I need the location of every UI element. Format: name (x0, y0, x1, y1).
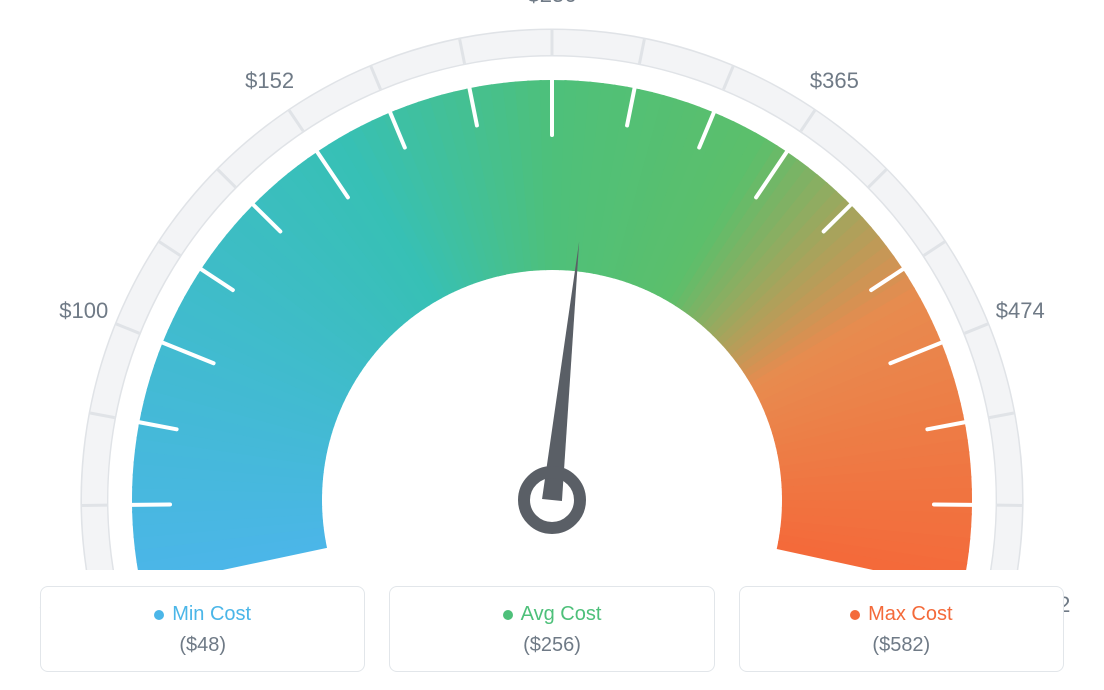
legend-label-line: Min Cost (59, 603, 346, 626)
gauge-tick-label: $152 (245, 68, 294, 94)
legend-value-max: ($582) (758, 634, 1045, 657)
legend-value-avg: ($256) (408, 634, 695, 657)
legend-dot-min (154, 610, 164, 620)
gauge-tick-label: $256 (528, 0, 577, 8)
legend-value-min: ($48) (59, 634, 346, 657)
gauge-area: $48$100$152$256$365$474$582 (0, 0, 1104, 570)
gauge-tick-label: $474 (996, 298, 1045, 324)
legend-label-min: Min Cost (172, 603, 251, 626)
gauge-chart: $48$100$152$256$365$474$582 Min Cost ($4… (0, 0, 1104, 690)
legend-label-line: Avg Cost (408, 603, 695, 626)
legend-label-line: Max Cost (758, 603, 1045, 626)
legend-card-avg: Avg Cost ($256) (389, 586, 714, 672)
gauge-tick-label: $100 (59, 298, 108, 324)
legend-card-max: Max Cost ($582) (739, 586, 1064, 672)
legend-card-min: Min Cost ($48) (40, 586, 365, 672)
gauge-svg (0, 0, 1104, 570)
gauge-tick-label: $365 (810, 68, 859, 94)
legend-label-max: Max Cost (868, 603, 952, 626)
legend-row: Min Cost ($48) Avg Cost ($256) Max Cost … (0, 586, 1104, 672)
legend-dot-avg (503, 610, 513, 620)
legend-dot-max (850, 610, 860, 620)
legend-label-avg: Avg Cost (521, 603, 602, 626)
